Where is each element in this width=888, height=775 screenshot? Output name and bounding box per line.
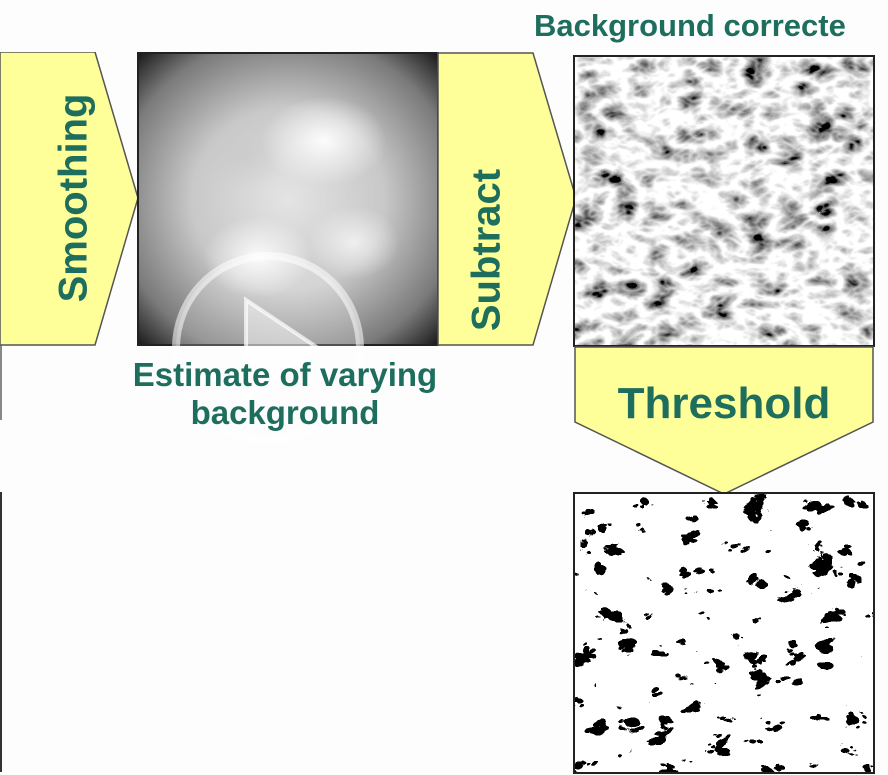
background-corrected-image bbox=[573, 55, 875, 347]
subtract-arrow: Subtract bbox=[437, 52, 577, 346]
threshold-arrow: Threshold bbox=[574, 346, 874, 495]
threshold-result-image bbox=[573, 492, 875, 774]
smoothing-label: Smoothing bbox=[52, 94, 96, 303]
threshold-label: Threshold bbox=[618, 379, 831, 428]
background-estimate-image bbox=[137, 52, 439, 346]
subtract-label: Subtract bbox=[465, 169, 509, 331]
background-corrected-title: Background correcte bbox=[534, 8, 846, 43]
estimate-caption-line1: Estimate of varying bbox=[132, 356, 438, 393]
left-edge-line-top bbox=[0, 345, 2, 420]
estimate-caption-line2: background bbox=[190, 394, 380, 431]
left-edge-line-bottom bbox=[0, 492, 2, 772]
play-icon[interactable] bbox=[168, 248, 368, 448]
estimate-caption: Estimate of varying background bbox=[100, 356, 470, 432]
smoothing-arrow: Smoothing bbox=[0, 52, 139, 346]
